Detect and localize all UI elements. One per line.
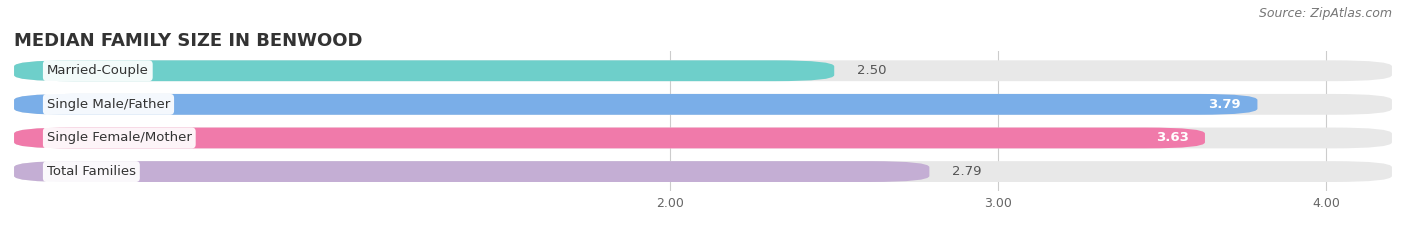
Text: MEDIAN FAMILY SIZE IN BENWOOD: MEDIAN FAMILY SIZE IN BENWOOD <box>14 32 363 50</box>
FancyBboxPatch shape <box>14 127 1392 148</box>
Text: 3.79: 3.79 <box>1208 98 1241 111</box>
Text: Total Families: Total Families <box>46 165 136 178</box>
FancyBboxPatch shape <box>14 94 1257 115</box>
FancyBboxPatch shape <box>14 94 1392 115</box>
Text: 2.50: 2.50 <box>858 64 887 77</box>
Text: Single Male/Father: Single Male/Father <box>46 98 170 111</box>
FancyBboxPatch shape <box>14 127 1205 148</box>
Text: Single Female/Mother: Single Female/Mother <box>46 131 191 144</box>
FancyBboxPatch shape <box>14 60 834 81</box>
FancyBboxPatch shape <box>14 60 1392 81</box>
FancyBboxPatch shape <box>14 161 929 182</box>
FancyBboxPatch shape <box>14 161 1392 182</box>
Text: Married-Couple: Married-Couple <box>46 64 149 77</box>
Text: 2.79: 2.79 <box>952 165 981 178</box>
Text: Source: ZipAtlas.com: Source: ZipAtlas.com <box>1258 7 1392 20</box>
Text: 3.63: 3.63 <box>1156 131 1188 144</box>
